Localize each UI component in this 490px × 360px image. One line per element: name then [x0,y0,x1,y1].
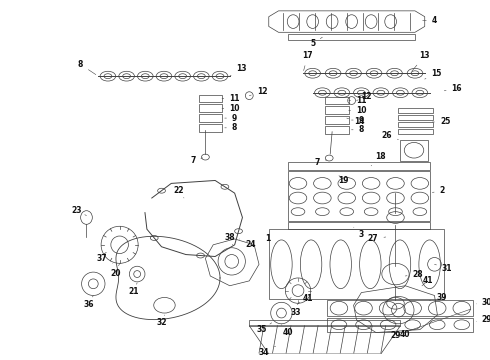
Text: 41: 41 [298,294,313,303]
Text: 37: 37 [97,254,113,263]
Text: 36: 36 [83,296,94,309]
Text: 12: 12 [249,87,267,96]
Bar [325,116,349,124]
Text: 30: 30 [476,298,490,307]
Bar [398,122,433,127]
Text: 14: 14 [347,117,365,126]
Text: 40: 40 [398,327,411,339]
Ellipse shape [331,320,347,330]
Bar [398,108,433,113]
Bar [198,95,222,103]
Text: 1: 1 [265,234,276,243]
Ellipse shape [404,301,421,315]
Bar [325,126,349,134]
Text: 20: 20 [110,263,121,278]
Text: 7: 7 [315,158,326,167]
Bar [269,229,444,300]
Bar [327,318,473,332]
Text: 5: 5 [310,37,322,49]
Ellipse shape [453,301,470,315]
Ellipse shape [454,320,469,330]
Text: 27: 27 [368,234,386,243]
Text: 13: 13 [412,51,430,71]
Text: 25: 25 [433,117,450,126]
Text: 10: 10 [349,106,367,115]
Text: 29: 29 [476,315,490,324]
Text: 2: 2 [432,186,445,195]
Bar [325,107,349,114]
Bar [288,34,415,40]
Ellipse shape [429,320,445,330]
Text: 8: 8 [225,123,237,132]
Text: 4: 4 [423,16,437,25]
Text: 26: 26 [382,131,398,140]
Bar [325,96,349,104]
Ellipse shape [355,301,372,315]
Bar [288,222,430,229]
Text: 11: 11 [349,96,367,105]
Bar [288,171,430,221]
Text: 35: 35 [257,323,271,334]
Text: 8: 8 [351,125,364,134]
Text: 10: 10 [222,104,240,113]
Text: 41: 41 [422,276,433,286]
Text: 29: 29 [390,309,471,340]
Text: 40: 40 [281,325,294,337]
Text: 16: 16 [444,84,462,93]
Text: 8: 8 [78,60,96,75]
Text: 18: 18 [371,152,386,166]
Text: 32: 32 [156,315,167,327]
Text: 31: 31 [435,264,452,273]
Ellipse shape [379,301,397,315]
Text: 9: 9 [351,116,364,125]
Bar [398,129,433,134]
Bar [400,140,428,161]
Text: 33: 33 [291,303,301,316]
Text: 11: 11 [222,94,240,103]
Ellipse shape [356,320,371,330]
Bar [327,300,473,316]
Text: 17: 17 [302,51,313,71]
Text: 34: 34 [259,346,275,356]
Bar [288,162,430,170]
Text: 7: 7 [190,157,203,166]
Bar [398,115,433,120]
Ellipse shape [330,301,348,315]
Text: 28: 28 [405,270,423,279]
Bar [198,124,222,132]
Ellipse shape [428,301,446,315]
Text: 24: 24 [240,239,255,249]
Text: 38: 38 [224,233,235,245]
Text: 15: 15 [425,69,441,79]
Bar [198,114,222,122]
Ellipse shape [405,320,420,330]
Text: 13: 13 [230,64,247,76]
Text: 39: 39 [430,293,446,302]
Bar [198,104,222,112]
Text: 19: 19 [339,176,349,185]
Text: 3: 3 [354,227,364,239]
Ellipse shape [380,320,396,330]
Text: 21: 21 [128,283,139,296]
Text: 22: 22 [174,186,184,198]
Bar [249,320,400,326]
Text: 9: 9 [225,114,237,123]
Text: 23: 23 [72,206,86,216]
Text: 12: 12 [357,92,371,101]
